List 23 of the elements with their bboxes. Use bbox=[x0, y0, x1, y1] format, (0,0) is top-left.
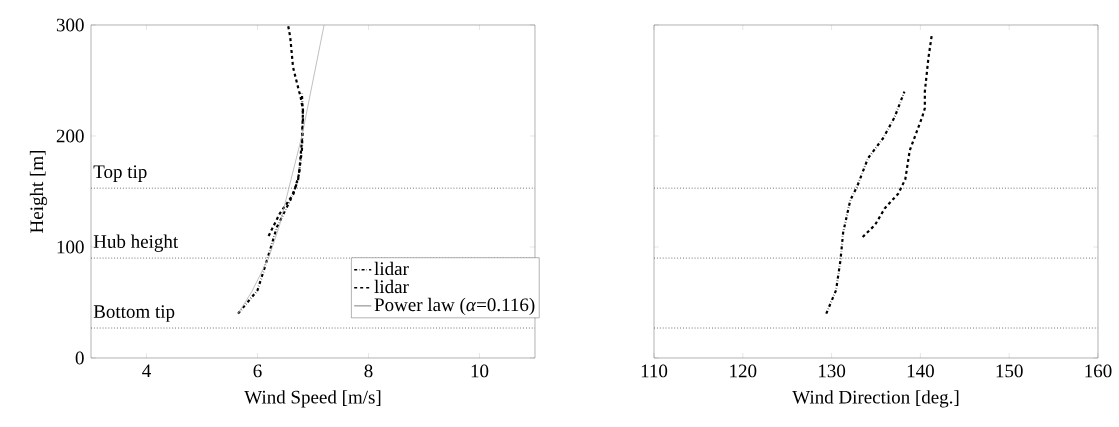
x-axis-title: Wind Speed [m/s] bbox=[244, 390, 381, 408]
x-tick-label: 10 bbox=[471, 364, 489, 378]
x-tick-label: 120 bbox=[730, 364, 757, 378]
x-tick-label: 130 bbox=[819, 364, 846, 378]
ref-line-label: Top tip bbox=[93, 165, 147, 182]
x-tick-label: 150 bbox=[996, 364, 1023, 378]
y-tick-label: 0 bbox=[75, 351, 84, 365]
x-axis-title: Wind Direction [deg.] bbox=[792, 390, 959, 408]
x-tick-label: 4 bbox=[142, 364, 151, 378]
x-tick-label: 6 bbox=[253, 364, 262, 378]
x-tick-label: 110 bbox=[641, 364, 668, 378]
y-tick-label: 100 bbox=[57, 240, 84, 254]
ref-line-label: Bottom tip bbox=[93, 305, 175, 322]
ref-line-label: Hub height bbox=[93, 234, 179, 252]
y-tick-label: 200 bbox=[56, 129, 84, 143]
x-tick-label: 160 bbox=[1085, 364, 1112, 378]
legend-label: Power law (α=0.116) bbox=[374, 297, 535, 316]
y-axis-title: Height [m] bbox=[29, 150, 48, 233]
legend-label: lidar bbox=[374, 261, 409, 276]
legend-label: lidar bbox=[374, 279, 409, 294]
y-tick-label: 300 bbox=[56, 18, 84, 32]
x-tick-label: 140 bbox=[907, 364, 934, 378]
x-tick-label: 8 bbox=[364, 364, 373, 378]
